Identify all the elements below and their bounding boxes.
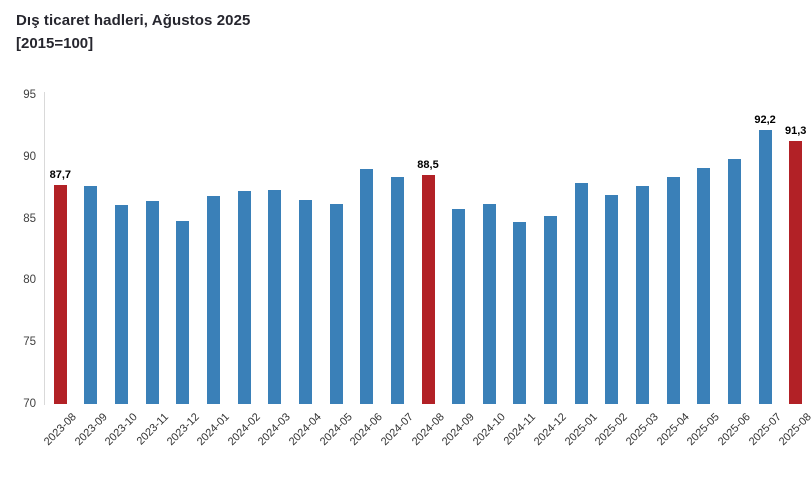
chart-title: Dış ticaret hadleri, Ağustos 2025 bbox=[16, 12, 251, 29]
x-axis-tick-label: 2024-11 bbox=[501, 411, 539, 448]
bar bbox=[329, 203, 343, 404]
chart-subtitle: [2015=100] bbox=[16, 35, 94, 52]
x-axis-tick-label: 2024-02 bbox=[225, 411, 263, 449]
bar bbox=[544, 216, 558, 404]
x-axis-tick-label: 2025-05 bbox=[685, 411, 723, 449]
x-axis-tick-label: 2024-07 bbox=[378, 411, 416, 449]
plot-area: 87,7 2023-08 2023-09 2023-10 2023-11 2023-12 2… bbox=[42, 95, 812, 448]
bar-slot: 2024-07 bbox=[379, 95, 416, 448]
bar-slot: 2024-03 bbox=[256, 95, 293, 448]
bar bbox=[115, 205, 129, 404]
bar bbox=[84, 186, 98, 404]
bar: 92,2 bbox=[754, 114, 776, 404]
bar-slot: 2025-05 bbox=[685, 95, 722, 448]
y-axis-tick-label: 80 bbox=[23, 274, 36, 287]
bar-highlighted: 88,5 bbox=[417, 159, 439, 404]
bar-slot: 2024-01 bbox=[195, 95, 232, 448]
bar-value-label: 91,3 bbox=[784, 124, 807, 137]
x-axis-tick-label: 2024-12 bbox=[532, 411, 570, 449]
y-axis-tick-label: 95 bbox=[23, 89, 36, 101]
x-axis-tick-label: 2023-08 bbox=[41, 411, 79, 449]
x-axis-tick-label: 2023-10 bbox=[103, 411, 141, 449]
bar-slot: 2024-05 bbox=[318, 95, 355, 448]
bar-slot: 2024-10 bbox=[471, 95, 508, 448]
x-axis-tick-label: 2025-04 bbox=[654, 411, 692, 449]
bar-value-label: 87,7 bbox=[49, 169, 72, 182]
bar-slot: 91,3 2025-08 bbox=[777, 95, 812, 448]
x-axis-tick-label: 2023-11 bbox=[134, 411, 171, 448]
bar-slot: 2025-06 bbox=[716, 95, 753, 448]
bar-slot: 2025-02 bbox=[593, 95, 630, 448]
bar-slot: 87,7 2023-08 bbox=[42, 95, 79, 448]
bar-slot: 2024-11 bbox=[502, 95, 538, 447]
bar-value-label: 88,5 bbox=[417, 159, 439, 172]
x-axis-tick-label: 2024-01 bbox=[194, 411, 233, 449]
bar-slot: 2023-09 bbox=[72, 95, 109, 448]
bar-slot: 2024-09 bbox=[440, 95, 477, 448]
y-axis-tick-label: 90 bbox=[23, 150, 36, 163]
x-axis-tick-label: 2025-06 bbox=[715, 411, 753, 449]
bar-slot: 2024-04 bbox=[287, 95, 324, 448]
x-axis-tick-label: 2023-09 bbox=[72, 411, 110, 449]
bar bbox=[482, 203, 496, 404]
x-axis-tick-label: 2024-06 bbox=[348, 411, 386, 449]
x-axis-tick-label: 2025-02 bbox=[593, 411, 631, 449]
bar-slot: 88,5 2024-08 bbox=[409, 95, 446, 448]
x-axis-tick-label: 2024-03 bbox=[256, 411, 294, 449]
bar bbox=[697, 167, 711, 404]
x-axis-tick-label: 2024-09 bbox=[440, 411, 478, 449]
bar-value-label: 92,2 bbox=[754, 113, 776, 126]
bar-slot: 2025-04 bbox=[655, 95, 692, 448]
bar bbox=[513, 222, 527, 404]
x-axis-tick-label: 2025-08 bbox=[777, 411, 812, 449]
bar bbox=[605, 195, 619, 404]
bar-slot: 2023-10 bbox=[103, 95, 140, 448]
bar-slot: 2024-06 bbox=[348, 95, 385, 448]
x-axis-tick-label: 2025-07 bbox=[746, 411, 784, 449]
bar bbox=[727, 159, 741, 404]
bar bbox=[574, 182, 588, 404]
bar bbox=[268, 190, 282, 404]
bar bbox=[176, 221, 190, 404]
bar-slot: 2024-02 bbox=[226, 95, 263, 448]
bar bbox=[666, 176, 680, 404]
y-axis-line bbox=[44, 92, 45, 405]
bar bbox=[298, 200, 312, 404]
y-axis-tick-label: 70 bbox=[23, 398, 36, 410]
y-axis-tick-label: 75 bbox=[23, 336, 36, 349]
bar-slot: 92,2 2025-07 bbox=[747, 95, 784, 448]
x-axis-tick-label: 2025-03 bbox=[623, 411, 661, 449]
y-axis: 95 90 85 80 75 70 bbox=[0, 0, 38, 482]
bar-slot: 2023-11 bbox=[134, 95, 171, 447]
bar-slot: 2023-12 bbox=[164, 95, 201, 448]
bar bbox=[145, 201, 159, 404]
bar-slot: 2024-12 bbox=[532, 95, 569, 448]
bar-highlighted: 91,3 bbox=[785, 125, 806, 404]
x-axis-tick-label: 2024-10 bbox=[470, 411, 508, 449]
bar-slot: 2025-01 bbox=[563, 95, 600, 448]
bar-highlighted: 87,7 bbox=[50, 169, 71, 404]
bar-slot: 2025-03 bbox=[624, 95, 661, 448]
bar bbox=[207, 196, 221, 404]
x-axis-tick-label: 2023-12 bbox=[164, 411, 202, 449]
x-axis-tick-label: 2024-05 bbox=[317, 411, 355, 449]
y-axis-tick-label: 85 bbox=[23, 212, 36, 225]
bar bbox=[635, 186, 649, 404]
bar bbox=[452, 208, 466, 404]
x-axis-tick-label: 2024-08 bbox=[409, 411, 447, 449]
x-axis-tick-label: 2024-04 bbox=[286, 411, 324, 449]
x-axis-tick-label: 2025-01 bbox=[562, 411, 600, 449]
bar bbox=[360, 169, 374, 404]
bar bbox=[237, 191, 251, 404]
bar bbox=[390, 176, 404, 404]
